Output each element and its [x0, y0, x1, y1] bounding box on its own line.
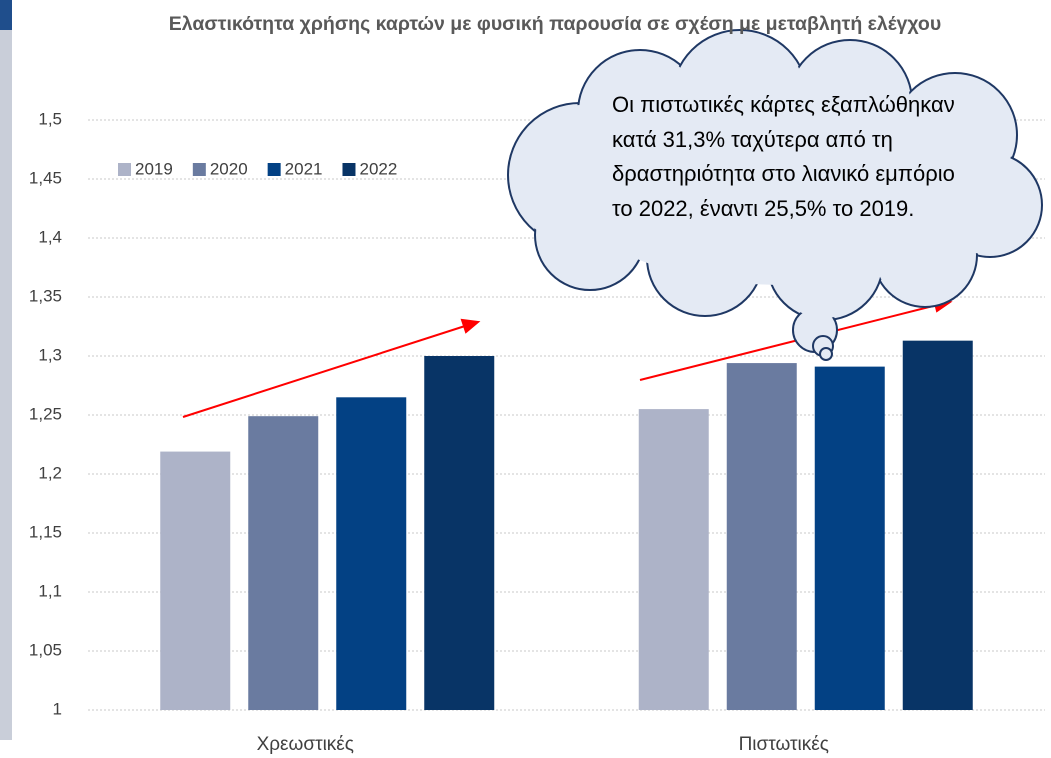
legend-label: 2020: [210, 159, 248, 178]
bar: [638, 409, 709, 710]
x-tick-label: Χρεωστικές: [257, 734, 354, 755]
chart-title: Ελαστικότητα χρήσης καρτών με φυσική παρ…: [168, 13, 942, 35]
y-tick-label: 1,45: [29, 168, 62, 187]
legend-label: 2022: [359, 159, 397, 178]
x-tick-label: Πιστωτικές: [739, 734, 829, 755]
side-strip: [0, 0, 12, 740]
y-tick-label: 1,1: [38, 581, 62, 600]
y-tick-label: 1,25: [29, 404, 62, 423]
bar: [248, 416, 319, 710]
cloud-callout: [507, 29, 1043, 361]
legend-swatch: [118, 163, 131, 176]
y-tick-label: 1,2: [38, 463, 62, 482]
bar: [160, 451, 231, 710]
legend-label: 2019: [135, 159, 173, 178]
bar: [424, 356, 495, 710]
bar: [902, 340, 973, 710]
arrows: [182, 297, 953, 418]
legend-swatch: [192, 163, 206, 176]
y-tick-label: 1,05: [29, 640, 62, 659]
y-tick-label: 1,3: [38, 345, 62, 364]
legend-label: 2021: [285, 159, 323, 178]
y-tick-label: 1,4: [38, 227, 62, 246]
bar: [726, 363, 797, 710]
legend-swatch: [342, 163, 356, 176]
y-tick-label: 1: [53, 699, 62, 718]
bar: [814, 366, 885, 710]
bar: [336, 397, 407, 710]
y-tick-label: 1,35: [29, 286, 62, 305]
annotation: Οι πιστωτικές κάρτες εξαπλώθηκαν κατά 31…: [612, 92, 955, 221]
legend-swatch: [267, 163, 281, 176]
y-tick-label: 1,15: [29, 522, 62, 541]
y-tick-label: 1,5: [38, 109, 62, 128]
